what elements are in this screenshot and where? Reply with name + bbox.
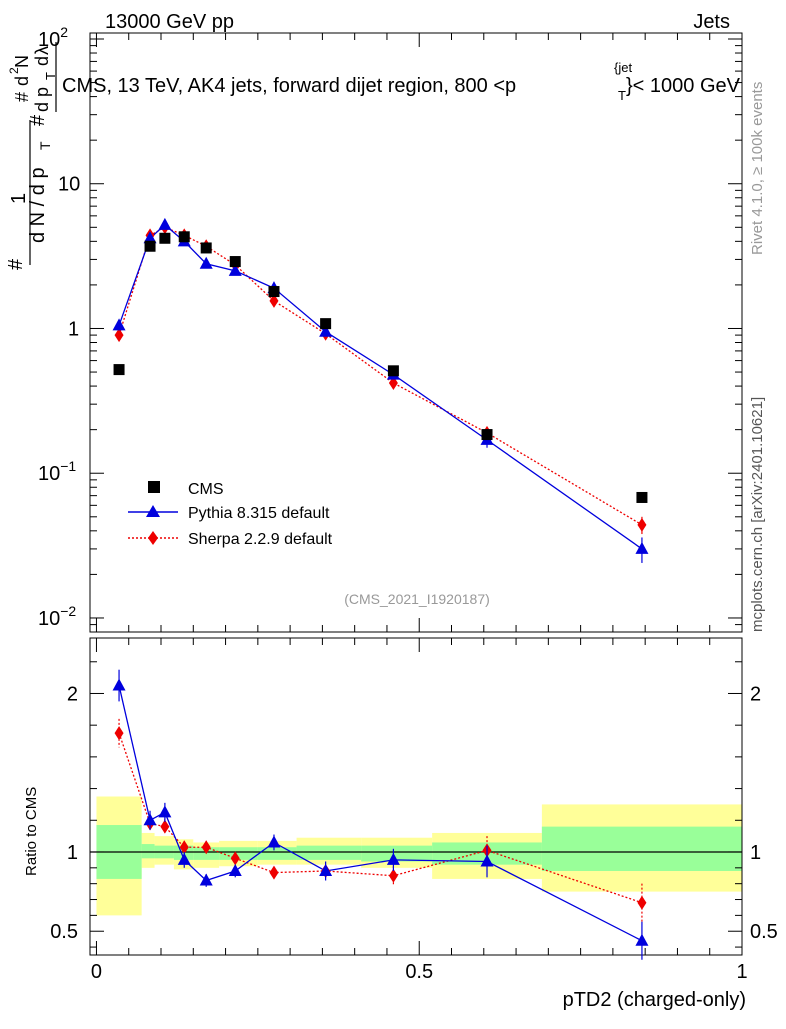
main-y-tick-label: 10 bbox=[58, 174, 80, 196]
sherpa-ratio-point bbox=[637, 895, 647, 910]
watermark: (CMS_2021_I1920187) bbox=[344, 591, 490, 607]
ratio-y-tick-label-right: 2 bbox=[750, 683, 761, 705]
main-frame bbox=[89, 32, 743, 633]
ratio-y-tick-label-right: 0.5 bbox=[750, 921, 778, 943]
cms-uncertainty-inner bbox=[219, 847, 258, 860]
ratio-y-tick-label-left: 1 bbox=[67, 842, 78, 864]
svg-text:#: # bbox=[27, 114, 49, 126]
cms-point bbox=[159, 232, 171, 244]
cms-point bbox=[229, 256, 241, 268]
pythia-ratio-point bbox=[199, 873, 213, 886]
svg-text:CMS, 13 TeV, AK4 jets, forward: CMS, 13 TeV, AK4 jets, forward dijet reg… bbox=[62, 75, 516, 97]
x-tick-label: 0 bbox=[91, 961, 102, 983]
pythia-ratio-point bbox=[480, 854, 494, 867]
sherpa-ratio-point bbox=[230, 851, 240, 866]
rivet-label: Rivet 4.1.0, ≥ 100k events bbox=[749, 82, 766, 255]
cms-uncertainty-inner bbox=[257, 847, 297, 860]
main-y-tick-label: 102 bbox=[38, 24, 68, 51]
pythia-line bbox=[118, 223, 643, 550]
cms-uncertainty-inner bbox=[361, 845, 433, 862]
svg-text:d: d bbox=[32, 56, 52, 66]
svg-text:T: T bbox=[43, 72, 58, 80]
cms-uncertainty-inner bbox=[296, 845, 362, 860]
pythia-ratio-point bbox=[228, 863, 242, 876]
svg-text:2: 2 bbox=[7, 67, 21, 74]
pythia-ratio-point bbox=[143, 813, 157, 826]
legend-sherpa-marker bbox=[148, 531, 158, 545]
pythia-point bbox=[319, 324, 333, 337]
ratio-plot: 0.5 0.51 12 20 0.5 1 bbox=[50, 637, 778, 983]
sherpa-point bbox=[114, 328, 124, 343]
svg-text:1: 1 bbox=[8, 193, 30, 204]
cms-point bbox=[268, 286, 280, 298]
pythia-point bbox=[228, 263, 242, 276]
sherpa-ratio-point bbox=[160, 819, 170, 834]
main-plot: 102 10 1 10−1 10−2 bbox=[38, 24, 743, 633]
svg-text:T: T bbox=[618, 88, 626, 103]
main-ylabel: # d N / d p T # 1 d p T d λ # d 2 N bbox=[5, 42, 58, 270]
legend-cms-marker bbox=[148, 481, 160, 493]
legend-cms-label: CMS bbox=[188, 481, 224, 498]
cms-point bbox=[200, 242, 212, 254]
pythia-point bbox=[158, 217, 172, 230]
sherpa-ratio-point bbox=[179, 840, 189, 855]
mcplots-label: mcplots.cern.ch [arXiv:2401.10621] bbox=[749, 397, 766, 632]
legend: CMS Pythia 8.315 default Sherpa 2.2.9 de… bbox=[128, 481, 333, 548]
svg-text:#: # bbox=[12, 92, 32, 102]
ratio-y-tick-label-left: 2 bbox=[67, 683, 78, 705]
sherpa-ratio-point bbox=[114, 726, 124, 741]
svg-text:N: N bbox=[12, 55, 32, 68]
sherpa-point bbox=[637, 517, 647, 532]
cms-point bbox=[387, 365, 399, 377]
header-right: Jets bbox=[693, 11, 730, 33]
pythia-point bbox=[635, 541, 649, 554]
legend-sherpa-label: Sherpa 2.2.9 default bbox=[188, 531, 333, 548]
cms-point bbox=[144, 240, 156, 252]
sherpa-ratio-point bbox=[388, 868, 398, 883]
svg-text:λ: λ bbox=[32, 46, 52, 55]
sherpa-ratio-point bbox=[269, 865, 279, 880]
svg-text:d: d bbox=[12, 76, 32, 86]
svg-text:#: # bbox=[5, 258, 27, 270]
cms-point bbox=[481, 429, 493, 441]
svg-text:}< 1000 GeV: }< 1000 GeV bbox=[626, 75, 741, 97]
main-y-tick-label: 1 bbox=[68, 318, 79, 340]
sherpa-point bbox=[269, 293, 279, 308]
pythia-point bbox=[143, 231, 157, 244]
ratio-y-tick-label-left: 0.5 bbox=[50, 921, 78, 943]
svg-text:T: T bbox=[37, 141, 53, 150]
cms-point bbox=[178, 231, 190, 243]
pythia-ratio-point bbox=[635, 933, 649, 946]
chart-title: CMS, 13 TeV, AK4 jets, forward dijet reg… bbox=[62, 60, 741, 103]
legend-pythia-marker bbox=[146, 505, 160, 517]
cms-point bbox=[636, 491, 648, 503]
legend-pythia-label: Pythia 8.315 default bbox=[188, 505, 330, 522]
main-y-tick-label: 10−1 bbox=[38, 458, 76, 485]
cms-point bbox=[320, 318, 332, 330]
pythia-ratio-point bbox=[158, 805, 172, 818]
x-axis-label: pTD2 (charged-only) bbox=[563, 989, 746, 1011]
svg-text:d p: d p bbox=[32, 87, 52, 112]
svg-text:d N / d p: d N / d p bbox=[27, 167, 49, 243]
pythia-ratio-point bbox=[267, 835, 281, 848]
header-left: 13000 GeV pp bbox=[105, 11, 234, 33]
ratio-y-tick-label-right: 1 bbox=[750, 842, 761, 864]
cms-uncertainty-inner bbox=[541, 826, 742, 871]
sherpa-ratio-point bbox=[201, 840, 211, 855]
pythia-ratio-point bbox=[112, 678, 126, 691]
svg-text:{jet: {jet bbox=[614, 60, 632, 75]
x-tick-label: 1 bbox=[736, 961, 747, 983]
ratio-frame bbox=[89, 637, 743, 956]
pythia-ratio-point bbox=[319, 863, 333, 876]
main-y-tick-label: 10−2 bbox=[38, 603, 76, 630]
pythia-point bbox=[199, 256, 213, 269]
ratio-ylabel: Ratio to CMS bbox=[23, 787, 40, 876]
pythia-point bbox=[112, 318, 126, 331]
cms-uncertainty-inner bbox=[141, 844, 155, 859]
cms-point bbox=[113, 364, 125, 376]
x-tick-label: 0.5 bbox=[405, 961, 433, 983]
pythia-ratio-point bbox=[386, 852, 400, 865]
pythia-ratio-point bbox=[177, 852, 191, 865]
